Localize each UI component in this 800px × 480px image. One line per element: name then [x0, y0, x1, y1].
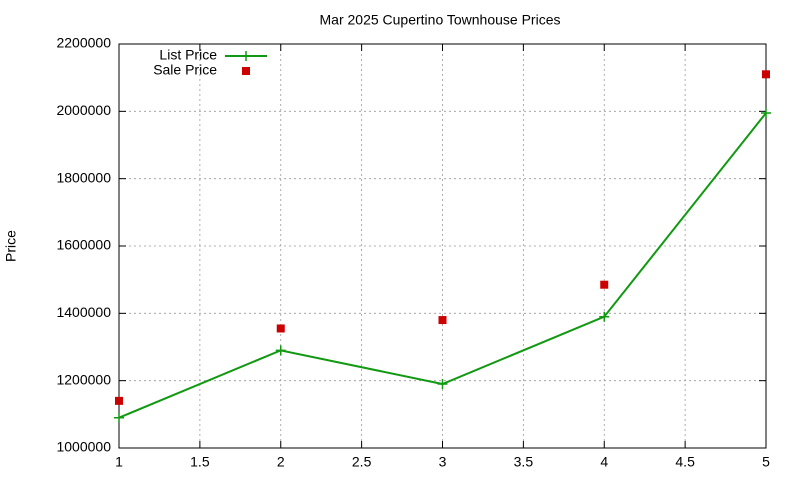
x-tick-label: 1 [115, 454, 123, 470]
point [275, 345, 286, 356]
legend-label: Sale Price [153, 62, 217, 78]
point [438, 316, 447, 325]
y-tick-label: 2000000 [56, 102, 111, 118]
legend-marker [242, 67, 250, 75]
point [600, 280, 609, 289]
plot-border [118, 43, 767, 449]
point [761, 108, 771, 119]
x-tick-label: 1.5 [190, 454, 210, 470]
point [276, 324, 285, 333]
y-tick-label: 2200000 [56, 35, 111, 51]
x-tick-label: 4.5 [675, 454, 695, 470]
point [762, 70, 770, 79]
x-tick-label: 3 [439, 454, 447, 470]
point [599, 311, 610, 322]
y-tick-label: 1600000 [56, 237, 111, 253]
x-tick-label: 3.5 [514, 454, 534, 470]
point [115, 396, 123, 405]
y-tick-label: 1400000 [56, 304, 111, 320]
x-tick-label: 2 [277, 454, 285, 470]
x-tick-label: 2.5 [352, 454, 372, 470]
x-tick-label: 5 [762, 454, 770, 470]
point [437, 379, 448, 390]
point [114, 412, 124, 423]
y-axis-label: Price [3, 230, 19, 262]
y-tick-label: 1200000 [56, 371, 111, 387]
y-tick-label: 1000000 [56, 439, 111, 455]
legend-label: List Price [159, 47, 217, 63]
y-tick-label: 1800000 [56, 169, 111, 185]
chart-title: Mar 2025 Cupertino Townhouse Prices [320, 12, 561, 28]
x-tick-label: 4 [600, 454, 608, 470]
legend-marker [241, 51, 251, 61]
